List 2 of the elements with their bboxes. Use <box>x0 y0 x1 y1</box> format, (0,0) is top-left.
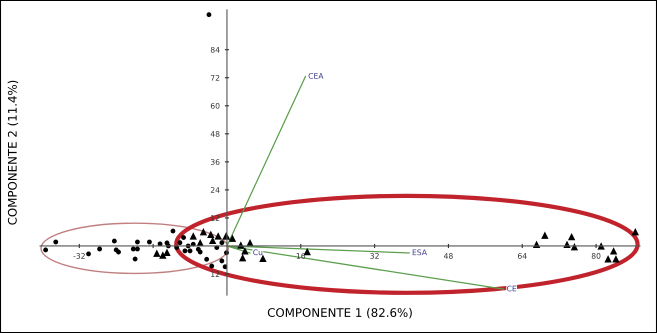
y-axis-title: COMPONENTE 2 (11.4%) <box>8 80 18 225</box>
x-axis-title: COMPONENTE 1 (82.6%) <box>268 308 412 318</box>
